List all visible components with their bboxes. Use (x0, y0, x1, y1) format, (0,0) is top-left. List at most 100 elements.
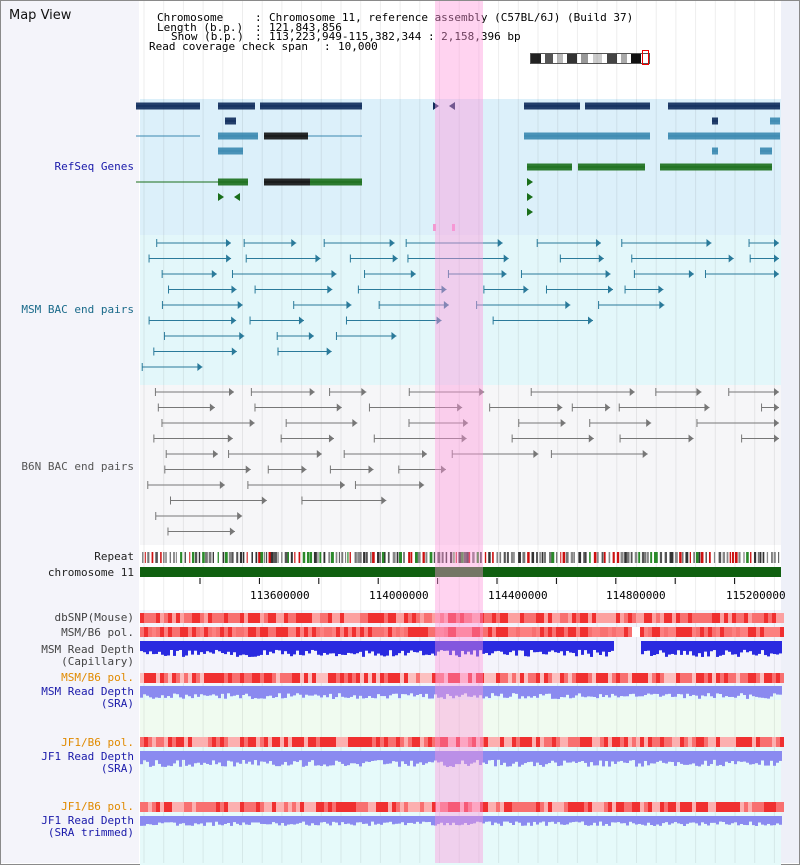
read-depth-bar (410, 686, 413, 694)
read-depth-bar (194, 816, 197, 824)
read-depth-bar (683, 686, 686, 699)
polymorphism-cell (668, 802, 672, 812)
polymorphism-cell (204, 673, 208, 683)
polymorphism-cell (376, 802, 380, 812)
b6n-bac-pair-arrow (463, 419, 469, 427)
polymorphism-cell (360, 673, 364, 683)
read-depth-bar (566, 816, 569, 825)
read-depth-bar (320, 641, 323, 656)
gene-strand-arrow (234, 193, 240, 201)
read-depth-bar (560, 641, 563, 652)
refseq-track-label[interactable]: RefSeq Genes (54, 160, 134, 173)
read-depth-bar (776, 641, 779, 655)
read-depth-bar (599, 751, 602, 761)
b6n-bac-pair-arrow (381, 496, 387, 505)
read-depth-bar (587, 816, 590, 826)
polymorphism-cell (296, 802, 300, 812)
msm-read-depth-capillary-label[interactable]: MSM Read Depth (41, 643, 134, 656)
read-depth-bar (554, 686, 557, 699)
jf1-b6-pol-trimmed-label[interactable]: JF1/B6 pol. (61, 800, 134, 813)
read-depth-bar (626, 816, 629, 826)
polymorphism-cell (184, 673, 188, 683)
read-depth-bar (221, 816, 224, 826)
read-depth-bar (575, 816, 578, 822)
polymorphism-cell (516, 737, 520, 747)
jf1-b6-pol-label[interactable]: JF1/B6 pol. (61, 736, 134, 749)
dbsnp-track-label[interactable]: dbSNP(Mouse) (54, 611, 134, 624)
polymorphism-cell (596, 802, 600, 812)
polymorphism-cell (380, 737, 384, 747)
chromosome-ideogram[interactable] (530, 53, 650, 64)
polymorphism-cell (284, 673, 288, 683)
read-depth-bar (326, 641, 329, 655)
read-depth-bar (422, 641, 425, 656)
repeat-mark (549, 552, 552, 563)
polymorphism-cell (624, 802, 628, 812)
repeat-mark (531, 552, 535, 563)
polymorphism-cell (684, 627, 688, 637)
repeat-mark (472, 552, 475, 563)
coverage-colon: : (324, 40, 331, 53)
polymorphism-cell (392, 613, 396, 623)
repeat-mark (671, 552, 674, 563)
read-depth-bar (212, 641, 215, 654)
polymorphism-cell (680, 613, 684, 623)
jf1-read-depth-sra-label[interactable]: JF1 Read Depth (41, 750, 134, 763)
read-depth-bar (773, 816, 776, 826)
read-depth-bar (329, 641, 332, 654)
polymorphism-cell (312, 673, 316, 683)
read-depth-bar (776, 816, 779, 824)
read-depth-bar (572, 686, 575, 698)
read-depth-bar (542, 641, 545, 655)
polymorphism-cell (332, 802, 336, 812)
polymorphism-cell (180, 613, 184, 623)
read-depth-bar (656, 751, 659, 762)
read-depth-bar (362, 816, 365, 824)
read-depth-bar (380, 686, 383, 697)
b6n-bac-track-label[interactable]: B6N BAC end pairs (21, 460, 134, 473)
read-depth-bar (359, 816, 362, 823)
read-depth-bar (275, 686, 278, 698)
chromosome-track-label: chromosome 11 (47, 566, 134, 579)
polymorphism-cell (756, 737, 760, 747)
read-depth-bar (530, 641, 533, 651)
polymorphism-cell (660, 802, 664, 812)
polymorphism-cell (456, 673, 460, 683)
polymorphism-cell (400, 802, 404, 812)
read-depth-bar (278, 641, 281, 651)
read-depth-bar (164, 751, 167, 767)
msm-bac-pair-arrow (688, 270, 694, 278)
msm-bac-pair-arrow (706, 239, 712, 247)
polymorphism-cell (580, 613, 584, 623)
read-depth-bar (515, 686, 518, 694)
repeat-mark (160, 552, 162, 563)
polymorphism-cell (572, 673, 576, 683)
read-depth-bar (488, 641, 491, 656)
msm-bac-track-label[interactable]: MSM BAC end pairs (21, 303, 134, 316)
read-depth-bar (425, 641, 428, 655)
msm-b6-pol-label[interactable]: MSM/B6 pol. (61, 626, 134, 639)
polymorphism-cell (412, 737, 416, 747)
polymorphism-cell (332, 627, 336, 637)
polymorphism-cell (416, 673, 420, 683)
msm-read-depth-sra-label[interactable]: MSM Read Depth (41, 685, 134, 698)
polymorphism-cell (440, 802, 444, 812)
polymorphism-cell (180, 627, 184, 637)
read-depth-bar (506, 641, 509, 655)
polymorphism-cell (416, 613, 420, 623)
polymorphism-cell (648, 802, 652, 812)
msm-b6-pol-sra-label[interactable]: MSM/B6 pol. (61, 671, 134, 684)
b6n-bac-pair-arrow (361, 388, 367, 396)
polymorphism-cell (216, 802, 220, 812)
repeat-mark (384, 552, 386, 563)
polymorphism-cell (604, 627, 608, 637)
repeat-mark (695, 552, 699, 563)
read-depth-bar (635, 686, 638, 697)
read-depth-bar (536, 641, 539, 653)
read-depth-bar (350, 751, 353, 764)
read-depth-bar (497, 686, 500, 697)
jf1-read-depth-trimmed-label[interactable]: JF1 Read Depth (41, 814, 134, 827)
polymorphism-cell (516, 802, 520, 812)
polymorphism-cell (188, 613, 192, 623)
